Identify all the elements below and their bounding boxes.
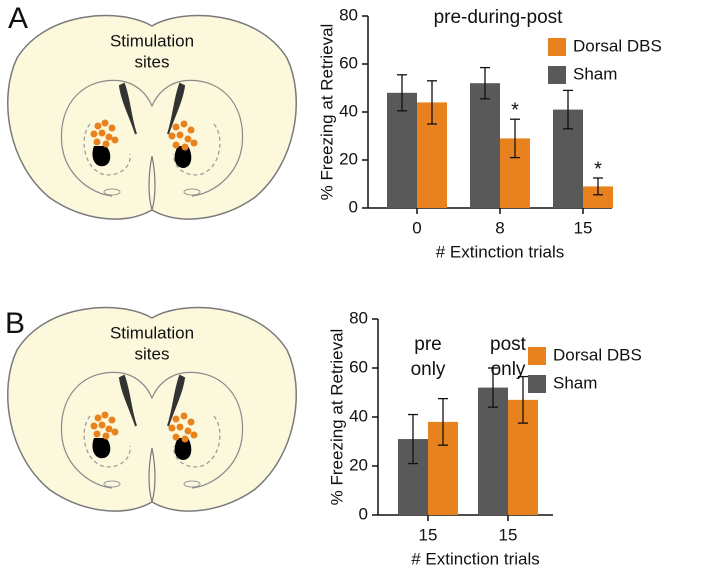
group-label: post — [490, 334, 527, 355]
diagram-label: sites — [135, 52, 170, 71]
legend-label: Dorsal DBS — [573, 36, 662, 55]
panel-label: A — [8, 2, 28, 35]
x-axis-label: # Extinction trials — [411, 549, 540, 566]
x-tick-label: 8 — [495, 218, 504, 237]
chart-title: pre-during-post — [434, 7, 564, 28]
diagram-label: Stimulation — [110, 31, 194, 50]
x-axis-label: # Extinction trials — [436, 242, 565, 261]
diagram-label: sites — [135, 344, 170, 363]
significance-marker: * — [511, 99, 519, 121]
y-tick-label: 60 — [339, 53, 358, 72]
x-tick-label: 15 — [499, 525, 518, 544]
legend-swatch — [548, 66, 566, 84]
x-tick-label: 15 — [574, 218, 593, 237]
y-tick-label: 80 — [349, 308, 368, 327]
diagram-label: Stimulation — [110, 323, 194, 342]
significance-marker: * — [594, 158, 602, 180]
y-tick-label: 40 — [339, 101, 358, 120]
legend-swatch — [528, 375, 546, 393]
x-tick-label: 15 — [419, 525, 438, 544]
y-tick-label: 40 — [349, 406, 368, 425]
legend-label: Sham — [573, 64, 617, 83]
y-axis-label: % Freezing at Retrieval — [327, 329, 346, 506]
y-tick-label: 60 — [349, 357, 368, 376]
bar — [470, 83, 500, 208]
bar — [583, 186, 613, 208]
bar — [387, 92, 417, 208]
legend-label: Dorsal DBS — [553, 345, 642, 364]
legend-swatch — [548, 38, 566, 56]
legend-swatch — [528, 347, 546, 365]
y-tick-label: 20 — [349, 455, 368, 474]
bar — [478, 387, 508, 515]
y-tick-label: 20 — [339, 149, 358, 168]
x-tick-label: 0 — [412, 218, 421, 237]
group-label: only — [491, 359, 526, 380]
y-tick-label: 0 — [359, 504, 368, 523]
group-label: pre — [414, 334, 441, 355]
y-axis-label: % Freezing at Retrieval — [317, 24, 336, 201]
group-label: only — [411, 359, 446, 380]
legend-label: Sham — [553, 373, 597, 392]
y-tick-label: 0 — [349, 197, 358, 216]
y-tick-label: 80 — [339, 5, 358, 24]
panel-label: B — [5, 307, 25, 340]
